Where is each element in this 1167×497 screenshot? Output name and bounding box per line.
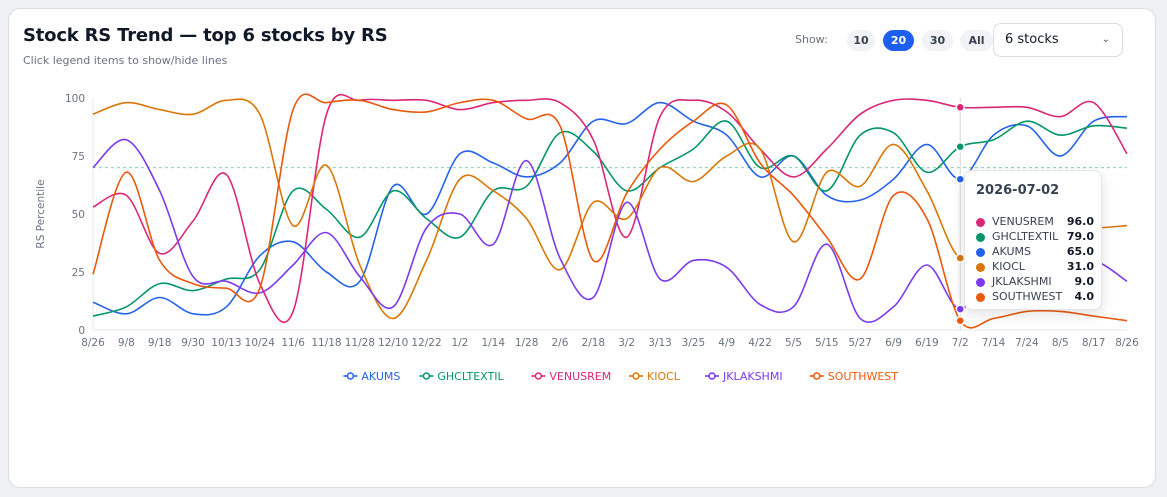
tooltip-series-value: 9.0 <box>1074 275 1095 288</box>
stock-count-select[interactable]: 6 stocks ⌄ <box>993 23 1123 57</box>
x-tick-label: 8/5 <box>1052 337 1069 349</box>
y-tick-label: 25 <box>72 267 85 279</box>
chevron-down-icon: ⌄ <box>1101 34 1110 45</box>
tooltip-series-name: GHCLTEXTIL <box>992 230 1059 243</box>
chart-subtitle: Click legend items to show/hide lines <box>23 54 228 67</box>
x-tick-label: 11/28 <box>345 337 375 349</box>
y-tick-label: 75 <box>72 151 85 163</box>
series-line-southwest <box>92 93 1128 329</box>
tooltip-series-value: 31.0 <box>1066 260 1094 273</box>
tooltip-series-value: 79.0 <box>1066 230 1094 243</box>
x-tick-label: 6/9 <box>885 337 902 349</box>
hover-point-ghcltextil <box>955 141 965 152</box>
show-label: Show: <box>795 33 828 46</box>
x-tick-label: 3/2 <box>618 337 635 349</box>
y-tick-label: 100 <box>65 93 85 105</box>
stock-count-value: 6 stocks <box>1005 32 1059 47</box>
tooltip-series-name: SOUTHWEST <box>992 290 1063 303</box>
x-tick-label: 1/28 <box>515 337 539 349</box>
tooltip-series-name: AKUMS <box>992 245 1031 258</box>
series-line-kiocl <box>92 98 1128 320</box>
tooltip-row: JKLAKSHMI 9.0 <box>976 275 1096 290</box>
x-tick-label: 9/30 <box>181 337 205 349</box>
legend-marker-akums <box>346 372 355 380</box>
x-tick-label: 3/25 <box>682 337 706 349</box>
x-tick-label: 2/18 <box>582 337 606 349</box>
legend-item-venusrem[interactable]: VENUSREM <box>549 370 611 383</box>
y-tick-label: 50 <box>72 209 85 221</box>
series-line-ghcltextil <box>92 120 1128 317</box>
x-tick-label: 8/26 <box>81 337 105 349</box>
legend-item-southwest[interactable]: SOUTHWEST <box>828 370 898 383</box>
x-tick-label: 10/24 <box>245 337 276 349</box>
x-tick-label: 7/14 <box>982 337 1006 349</box>
tooltip-series-name: KIOCL <box>992 260 1025 273</box>
x-tick-label: 9/18 <box>148 337 172 349</box>
tooltip-row: GHCLTEXTIL 79.0 <box>976 230 1096 245</box>
legend-marker-kiocl <box>632 372 640 380</box>
tooltip-series-dot <box>976 278 985 287</box>
hover-point-venusrem <box>955 102 965 113</box>
tooltip-row: VENUSREM 96.0 <box>976 215 1096 230</box>
legend-item-kiocl[interactable]: KIOCL <box>647 370 681 383</box>
tooltip-date: 2026-07-02 <box>976 183 1060 198</box>
tooltip-row: AKUMS 65.0 <box>976 245 1096 260</box>
tooltip-series-dot <box>976 218 985 227</box>
x-tick-label: 12/10 <box>378 337 408 349</box>
legend-item-ghcltextil[interactable]: GHCLTEXTIL <box>437 370 504 383</box>
x-tick-label: 5/15 <box>815 337 839 349</box>
legend-marker-ghcltextil <box>422 372 431 380</box>
y-tick-label: 0 <box>78 325 85 337</box>
y-axis-label: RS Percentile <box>35 179 47 248</box>
x-tick-label: 3/13 <box>648 337 672 349</box>
tooltip-series-dot <box>976 293 985 302</box>
x-tick-label: 1/14 <box>481 337 505 349</box>
x-tick-label: 1/2 <box>451 337 468 349</box>
x-tick-label: 8/17 <box>1082 337 1106 349</box>
tooltip-series-value: 96.0 <box>1066 215 1094 228</box>
x-tick-label: 12/22 <box>411 337 441 349</box>
legend-marker-jklakshmi <box>708 372 716 380</box>
x-tick-label: 4/22 <box>748 337 772 349</box>
x-tick-label: 11/6 <box>281 337 305 349</box>
x-tick-label: 4/9 <box>718 337 735 349</box>
hover-point-jklakshmi <box>955 304 965 314</box>
x-tick-label: 9/8 <box>118 337 135 349</box>
show-10-button[interactable]: 10 <box>847 30 875 51</box>
legend-marker-southwest <box>813 372 821 380</box>
tooltip-series-value: 65.0 <box>1066 245 1094 258</box>
tooltip-row: KIOCL 31.0 <box>976 260 1096 275</box>
tooltip-series-dot <box>976 263 985 272</box>
show-30-button[interactable]: 30 <box>922 30 953 51</box>
tooltip-series-dot <box>976 233 985 242</box>
tooltip-series-dot <box>976 248 985 257</box>
hover-tooltip: 2026-07-02 VENUSREM 96.0 GHCLTEXTIL 79.0 AKU… <box>964 170 1102 310</box>
tooltip-series-value: 4.0 <box>1074 290 1095 303</box>
x-tick-label: 5/5 <box>785 337 802 349</box>
series-line-jklakshmi <box>92 138 1128 324</box>
legend-item-jklakshmi[interactable]: JKLAKSHMI <box>722 370 783 383</box>
x-tick-label: 7/24 <box>1015 337 1039 349</box>
x-tick-label: 7/2 <box>952 337 969 349</box>
x-tick-label: 10/13 <box>211 337 241 349</box>
x-tick-label: 5/27 <box>848 337 872 349</box>
tooltip-series-name: VENUSREM <box>992 215 1054 228</box>
series-line-venusrem <box>92 93 1128 323</box>
tooltip-row: SOUTHWEST 4.0 <box>976 290 1096 305</box>
x-tick-label: 11/18 <box>311 337 341 349</box>
show-all-button[interactable]: All <box>960 30 993 51</box>
page-title: Stock RS Trend — top 6 stocks by RS <box>23 25 388 46</box>
x-tick-label: 8/26 <box>1115 337 1139 349</box>
tooltip-series-name: JKLAKSHMI <box>992 275 1052 288</box>
hover-point-southwest <box>955 315 965 326</box>
x-tick-label: 2/6 <box>552 337 569 349</box>
legend-item-akums[interactable]: AKUMS <box>361 370 400 383</box>
series-line-akums <box>92 101 1128 316</box>
show-20-button[interactable]: 20 <box>883 30 914 51</box>
x-tick-label: 6/19 <box>915 337 939 349</box>
legend-marker-venusrem <box>534 372 543 380</box>
